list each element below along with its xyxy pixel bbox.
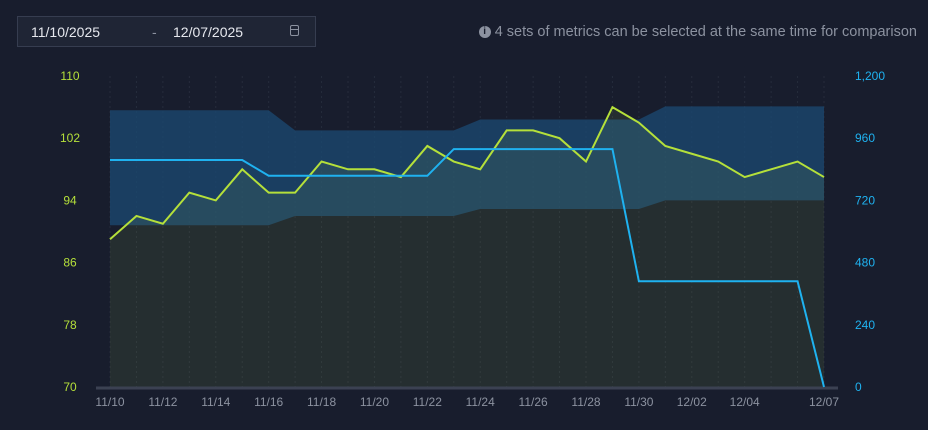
left-axis-tick: 94: [63, 193, 77, 207]
left-axis-tick: 110: [60, 69, 79, 83]
calendar-icon[interactable]: [290, 25, 299, 36]
x-axis-tick: 11/12: [148, 395, 177, 409]
date-range-picker[interactable]: 11/10/2025 - 12/07/2025: [17, 16, 316, 47]
end-date[interactable]: 12/07/2025: [173, 24, 244, 40]
start-date[interactable]: 11/10/2025: [31, 24, 101, 40]
x-axis-tick: 11/14: [201, 395, 230, 409]
right-axis-tick: 480: [855, 256, 875, 270]
x-axis-tick: 11/26: [519, 395, 548, 409]
right-axis-tick: 240: [855, 318, 875, 332]
x-axis-tick: 11/10: [95, 395, 124, 409]
right-series-line: [110, 148, 825, 388]
hint-text: 4 sets of metrics can be selected at the…: [494, 24, 917, 40]
x-axis-tick: 11/18: [307, 395, 336, 409]
info-icon: i: [478, 26, 491, 38]
right-axis-tick: 0: [855, 380, 862, 394]
left-series-area: [110, 107, 824, 387]
x-axis-tick: 11/28: [571, 395, 600, 409]
x-axis-tick: 11/22: [413, 395, 442, 409]
x-axis-tick: 11/16: [254, 395, 283, 409]
date-separator: -: [152, 24, 157, 40]
comparison-hint: i 4 sets of metrics can be selected at t…: [478, 24, 917, 40]
x-axis-tick: 12/02: [677, 395, 707, 409]
x-axis-tick: 11/20: [360, 395, 389, 409]
right-axis-tick: 1,200: [855, 69, 885, 83]
left-axis-tick: 70: [63, 380, 77, 394]
right-axis-tick: 720: [855, 193, 875, 207]
right-axis-tick: 960: [855, 131, 875, 145]
left-series-line: [109, 105, 825, 241]
x-axis-tick: 12/07: [809, 395, 839, 409]
x-axis-tick: 11/24: [466, 395, 495, 409]
left-axis-tick: 78: [63, 318, 77, 332]
left-axis-tick: 102: [60, 131, 80, 145]
x-axis-tick: 11/30: [624, 395, 653, 409]
left-axis-tick: 86: [63, 256, 77, 270]
x-axis-tick: 12/04: [730, 395, 760, 409]
